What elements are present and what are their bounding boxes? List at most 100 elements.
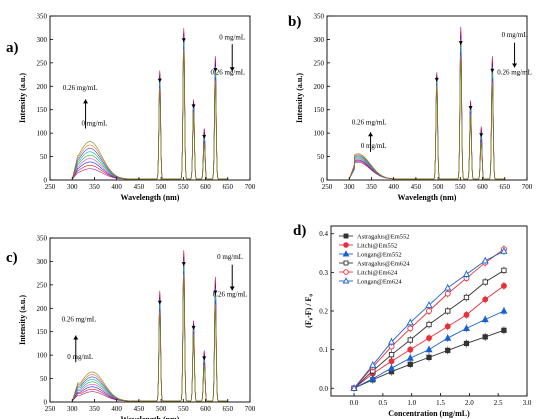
y-axis-title: Intensity (a.u.): [18, 73, 27, 123]
spectrum-curve: [348, 43, 505, 180]
data-point: [481, 315, 489, 323]
y-tick-label: 150: [37, 106, 48, 114]
spectrum-curve: [348, 51, 505, 180]
y-tick-label: 300: [37, 36, 48, 44]
spectrum-curve: [71, 278, 228, 402]
data-point: [444, 323, 451, 330]
spectrum-curve: [348, 34, 505, 180]
x-tick-label: 550: [178, 183, 189, 191]
y-tick-label: 0.2: [319, 308, 328, 316]
data-point: [426, 335, 432, 341]
x-tick-label: 3.0: [523, 399, 532, 407]
concentration-annotation: 0.26 mg/mL: [63, 84, 98, 92]
legend-entry: Longan@Em552: [357, 251, 402, 258]
data-point: [426, 321, 432, 328]
peak-arrow-marker: [202, 134, 207, 139]
peak-arrow-marker: [213, 68, 218, 73]
spectrum-curve: [71, 40, 228, 180]
spectrum-curve: [348, 55, 505, 180]
data-point: [406, 318, 414, 326]
x-tick-label: 300: [67, 405, 78, 413]
x-axis-title: Wavelength (nm): [121, 415, 180, 419]
y-tick-label: 300: [314, 36, 325, 44]
data-point: [426, 308, 432, 314]
y-tick-label: 200: [37, 83, 48, 91]
legend-marker: [343, 260, 349, 266]
y-axis-title: Intensity (a.u.): [295, 73, 304, 123]
legend-entry: Litchi@Em552: [357, 242, 397, 249]
spectrum-curve: [71, 274, 228, 402]
y-tick-label: 250: [37, 281, 48, 289]
data-point: [407, 325, 414, 332]
y-tick-label: 100: [37, 130, 48, 138]
data-point: [482, 296, 489, 303]
peak-arrow-marker: [157, 300, 162, 305]
y-tick-label: 0.0: [319, 385, 328, 393]
data-point: [463, 340, 470, 347]
x-tick-label: 350: [366, 183, 377, 191]
y-tick-label: 350: [37, 235, 48, 243]
legend-entry: Astragalus@Em552: [357, 233, 410, 240]
y-tick-label: 0.3: [319, 269, 328, 277]
concentration-annotation: 0.26 mg/mL: [62, 315, 97, 323]
peak-arrow-marker: [181, 38, 186, 43]
legend-marker: [342, 277, 350, 284]
y-tick-label: 150: [37, 328, 48, 336]
data-point: [500, 247, 508, 254]
peak-arrow-marker: [490, 68, 495, 73]
y-tick-label: 100: [314, 130, 325, 138]
legend-marker: [343, 233, 349, 239]
concentration-annotation: 0 mg/mL: [67, 353, 93, 361]
data-point: [482, 279, 488, 285]
trend-arrowhead: [512, 63, 518, 68]
x-tick-label: 300: [344, 183, 355, 191]
peak-arrow-marker: [458, 41, 463, 46]
spectrum-curve: [71, 267, 228, 402]
data-point: [387, 337, 396, 345]
data-point: [426, 354, 432, 361]
y-tick-label: 250: [37, 59, 48, 67]
x-tick-label: 600: [200, 183, 211, 191]
y-axis-title: (F₀-F) / F₀: [304, 294, 313, 328]
panel-d: d) 0.0 0.5 1.0 1.5 2.0 2.5 3.0 0.0 0.1 0.2 0.3 0.4 Co…: [293, 223, 532, 418]
y-tick-label: 0.4: [319, 230, 328, 238]
data-point: [445, 308, 451, 314]
x-tick-label: 2.5: [494, 399, 503, 407]
x-tick-label: 1.5: [436, 399, 445, 407]
x-tick-label: 400: [388, 183, 399, 191]
legend-marker: [343, 269, 349, 275]
x-tick-label: 550: [455, 183, 466, 191]
panel-label: a): [6, 40, 19, 56]
concentration-annotation: 0 mg/mL: [361, 142, 387, 150]
plot-frame: [49, 15, 251, 181]
x-tick-label: 450: [134, 405, 145, 413]
legend-marker: [342, 250, 350, 257]
x-tick-label: 300: [67, 183, 78, 191]
y-axis-title: Intensity (a.u.): [18, 295, 27, 345]
data-point: [463, 311, 470, 318]
panel-b: b) 250 300 350 400 450 500 550 600 650 700 0 50 100 15…: [288, 13, 533, 203]
data-point: [425, 345, 433, 353]
data-point: [462, 270, 471, 277]
peak-arrow-marker: [191, 325, 196, 330]
legend-marker: [343, 242, 349, 248]
concentration-annotation: 0 mg/mL: [82, 120, 108, 128]
trend-arrowhead: [229, 67, 235, 72]
concentration-annotation: 0 mg/mL: [502, 31, 528, 39]
panel-a: a) 250 300 350 400 450 500 550 600 650 700 0 50 100 15…: [6, 13, 256, 203]
x-axis-title: Wavelength (nm): [121, 193, 180, 202]
y-tick-label: 0.1: [319, 346, 328, 354]
legend-entry: Litchi@Em624: [357, 269, 398, 276]
panel-c: c) 250 300 350 400 450 500 550 600 650 700 0 50 100 15…: [6, 235, 256, 419]
x-tick-label: 0.0: [350, 399, 359, 407]
data-point: [500, 282, 507, 289]
x-tick-label: 350: [89, 405, 100, 413]
data-point: [387, 364, 396, 371]
data-point: [482, 334, 488, 340]
concentration-annotation: 0.26 mg/mL: [352, 119, 387, 127]
peak-arrow-marker: [157, 78, 162, 83]
panel-label: c): [6, 250, 18, 266]
concentration-annotation: 0.26 mg/mL: [210, 69, 245, 77]
data-point: [406, 354, 414, 361]
